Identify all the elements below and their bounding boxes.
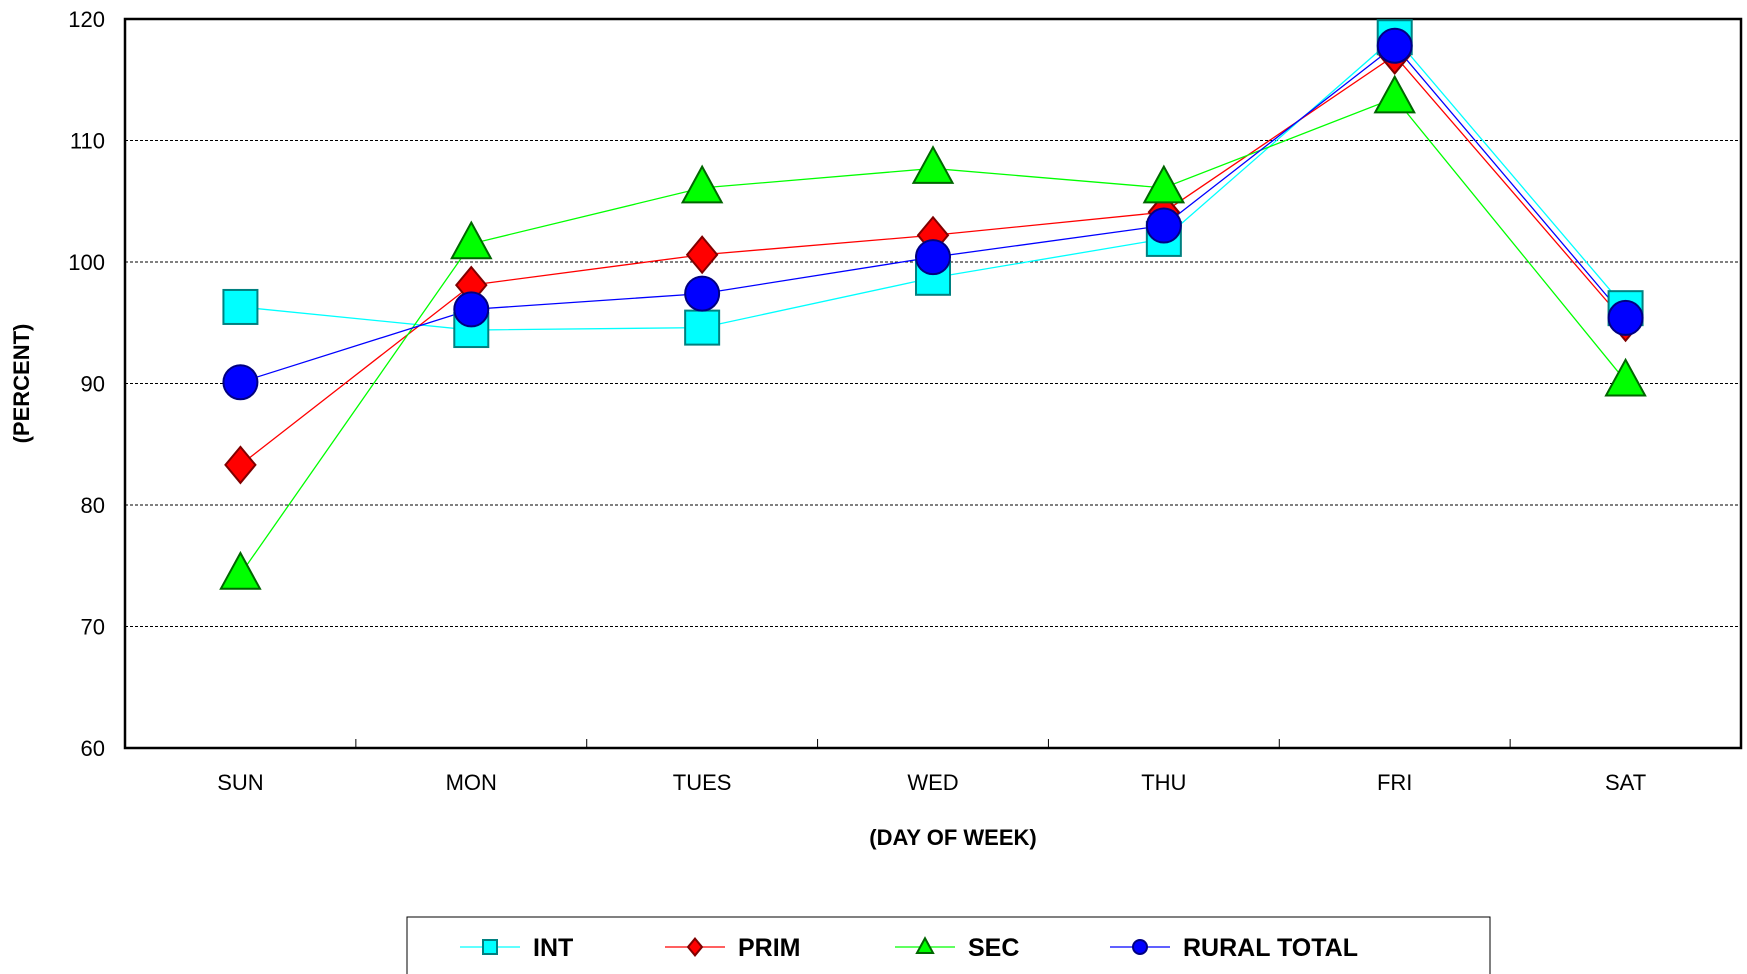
y-tick-label: 90	[81, 372, 105, 397]
x-axis-title: (DAY OF WEEK)	[869, 825, 1036, 850]
legend-label: PRIM	[738, 934, 801, 962]
data-point	[685, 235, 719, 275]
legend-swatch-marker	[686, 937, 704, 957]
series-line-rural-total	[240, 44, 1627, 383]
legend-box	[406, 916, 1491, 974]
legend-swatch-marker	[915, 936, 935, 954]
data-point	[1607, 299, 1644, 336]
data-point	[915, 239, 951, 276]
series-markers-rural-total	[222, 27, 1644, 401]
data-point	[1373, 74, 1416, 114]
data-point	[450, 220, 493, 260]
legend-label: INT	[533, 934, 573, 962]
plot-frame	[123, 17, 1743, 750]
y-tick-label: 100	[68, 250, 105, 275]
gridlines	[125, 140, 1741, 627]
x-tick-label: THU	[1141, 770, 1186, 795]
x-tick-label: WED	[907, 770, 958, 795]
series-lines	[219, 19, 1647, 590]
x-tick-label: TUES	[673, 770, 732, 795]
x-tick-label: FRI	[1377, 770, 1412, 795]
x-tick-label: MON	[446, 770, 497, 795]
y-tick-label: 110	[70, 129, 105, 154]
data-point	[222, 364, 259, 401]
y-tick-label: 80	[81, 493, 105, 518]
data-point	[684, 275, 721, 312]
data-point	[219, 550, 262, 590]
series-markers-sec	[219, 74, 1647, 590]
data-point	[224, 445, 257, 485]
data-point	[453, 291, 490, 328]
data-point	[911, 145, 955, 184]
legend-swatch-marker	[1132, 939, 1148, 955]
data-point	[222, 288, 259, 325]
data-point	[1142, 164, 1186, 204]
legend: INT PRIM SEC RURAL TOTAL	[406, 916, 1491, 974]
data-point	[1604, 357, 1647, 397]
legend-swatch-marker	[482, 939, 498, 955]
data-point	[1145, 207, 1182, 244]
axes: (DAY OF WEEK) (PERCENT) 60 70 80 90 100 110 12…	[9, 7, 1743, 850]
x-tick-label: SAT	[1605, 770, 1646, 795]
y-tick-label: 70	[81, 615, 105, 640]
legend-label: RURAL TOTAL	[1183, 934, 1358, 962]
y-axis-title: (PERCENT)	[9, 324, 34, 444]
data-point	[1376, 27, 1413, 64]
y-tick-label: 120	[68, 7, 105, 32]
y-tick-label: 60	[81, 736, 105, 761]
legend-label: SEC	[968, 934, 1019, 962]
data-point	[680, 164, 724, 204]
data-point	[684, 309, 721, 346]
x-tick-label: SUN	[217, 770, 263, 795]
